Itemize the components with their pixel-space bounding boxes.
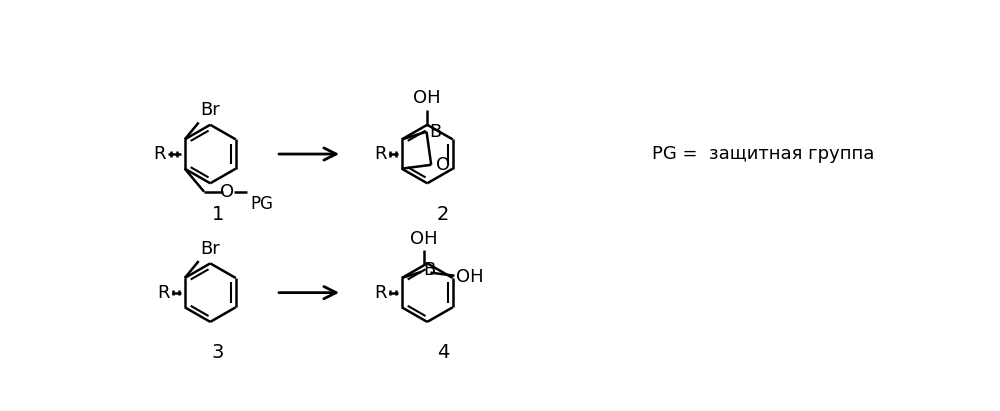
- Text: O: O: [220, 183, 234, 201]
- Text: R: R: [374, 284, 387, 302]
- Text: B: B: [430, 123, 442, 141]
- Text: Br: Br: [200, 102, 220, 119]
- Text: OH: OH: [413, 89, 440, 107]
- Text: OH: OH: [410, 230, 438, 248]
- Text: PG =  защитная группа: PG = защитная группа: [652, 145, 874, 163]
- Text: 1: 1: [212, 205, 224, 224]
- Text: O: O: [436, 156, 450, 174]
- Text: R: R: [154, 145, 166, 163]
- Text: B: B: [423, 261, 436, 279]
- Text: 3: 3: [212, 344, 224, 363]
- Text: R: R: [157, 284, 170, 302]
- Text: 4: 4: [437, 344, 449, 363]
- Text: R: R: [374, 145, 387, 163]
- Text: PG: PG: [251, 195, 274, 213]
- Text: OH: OH: [456, 268, 484, 286]
- Text: 2: 2: [437, 205, 449, 224]
- Text: Br: Br: [200, 240, 220, 258]
